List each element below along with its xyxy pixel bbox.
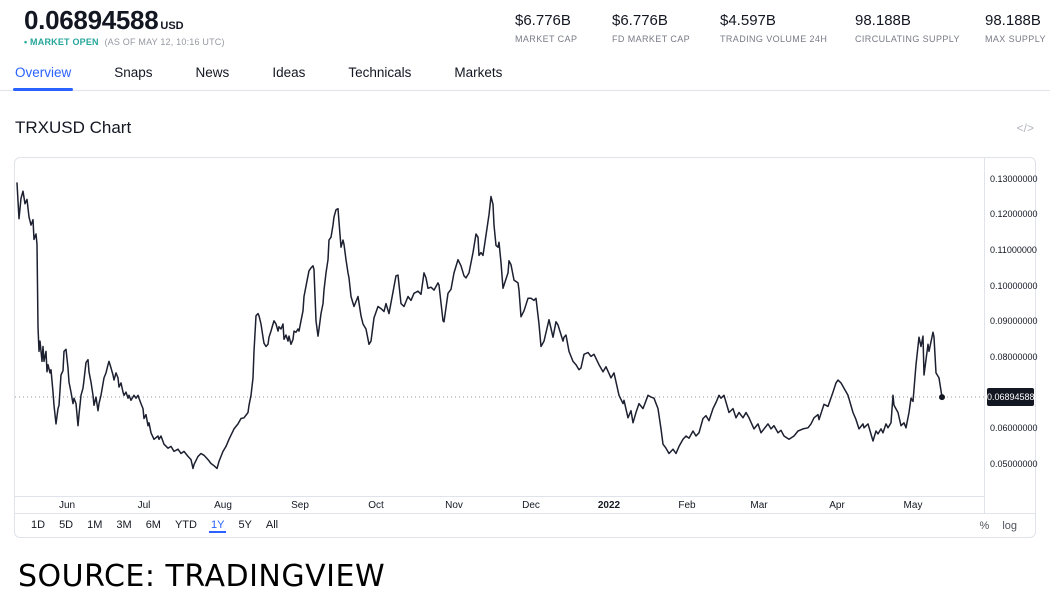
range-button-1m[interactable]: 1M xyxy=(87,519,103,531)
chart-section: TRXUSD Chart </> 0.13000000 0.12000000 0.1… xyxy=(0,115,1050,538)
x-axis-label-jun: Jun xyxy=(58,500,76,511)
y-axis-label: 0.05000000 xyxy=(990,459,1038,470)
stat-value: 98.188B xyxy=(855,12,911,29)
stat-label: MARKET CAP xyxy=(515,34,578,44)
range-button-1d[interactable]: 1D xyxy=(31,519,46,531)
stat-market-cap: $6.776B MARKET CAP xyxy=(515,12,577,44)
price-header: 0.06894588 USD • MARKET OPEN (AS OF MAY … xyxy=(0,0,1050,55)
y-axis-label: 0.11000000 xyxy=(990,244,1037,255)
market-status-line: • MARKET OPEN (AS OF MAY 12, 10:16 UTC) xyxy=(24,37,225,47)
range-button-1y[interactable]: 1Y xyxy=(208,519,227,533)
stats-row: $6.776B MARKET CAP $6.776B FD MARKET CAP $4.… xyxy=(0,12,1050,52)
stat-value: $4.597B xyxy=(720,12,776,29)
chart-toolbar: 1D 5D 1M 3M 6M YTD 1Y 5Y All % log xyxy=(15,513,1035,537)
stat-label: CIRCULATING SUPPLY xyxy=(855,34,960,44)
chart-widget: 0.13000000 0.12000000 0.11000000 0.10000000… xyxy=(14,157,1038,538)
tab-overview[interactable]: Overview xyxy=(12,55,74,91)
current-price: 0.06894588 xyxy=(24,5,159,35)
y-axis-label: 0.10000000 xyxy=(990,280,1038,291)
price-chart-plot[interactable] xyxy=(15,158,984,496)
y-axis-label: 0.06000000 xyxy=(990,423,1038,434)
y-axis-label: 0.12000000 xyxy=(990,209,1038,220)
price-axis-badge: 0.06894588 xyxy=(987,388,1035,406)
last-price-dot xyxy=(939,394,945,401)
x-axis-label-feb: Feb xyxy=(678,500,696,511)
scale-buttons: % log xyxy=(980,520,1025,532)
x-axis-label-oct: Oct xyxy=(368,500,384,511)
time-axis: Jun Jul Aug Sep Oct Nov Dec 2022 Feb Mar Apr May xyxy=(15,496,984,513)
stat-max-supply: 98.188B MAX SUPPLY xyxy=(985,12,1046,44)
tab-technicals[interactable]: Technicals xyxy=(348,65,412,80)
y-axis-label: 0.08000000 xyxy=(990,352,1038,362)
tab-news[interactable]: News xyxy=(195,65,230,80)
scale-button-log[interactable]: log xyxy=(1002,519,1017,532)
tab-markets[interactable]: Markets xyxy=(454,65,503,80)
price-currency: USD xyxy=(160,20,184,32)
x-axis-label-sep: Sep xyxy=(291,500,309,511)
price-block: 0.06894588 USD • MARKET OPEN (AS OF MAY … xyxy=(24,6,225,47)
stat-label: TRADING VOLUME 24H xyxy=(720,34,828,44)
x-axis-label-may: May xyxy=(903,500,923,511)
price-series-line xyxy=(16,182,943,470)
embed-code-icon[interactable]: </> xyxy=(1016,121,1034,135)
tab-ideas[interactable]: Ideas xyxy=(272,65,306,80)
scale-button-[interactable]: % xyxy=(979,519,990,532)
range-button-3m[interactable]: 3M xyxy=(116,519,132,531)
range-button-5d[interactable]: 5D xyxy=(59,519,74,531)
stat-fd-market-cap: $6.776B FD MARKET CAP xyxy=(612,12,690,44)
x-axis-label-mar: Mar xyxy=(750,500,768,511)
x-axis-label-apr: Apr xyxy=(829,500,845,511)
price-line-chart[interactable] xyxy=(15,158,984,496)
chart-title-row: TRXUSD Chart </> xyxy=(0,115,1050,141)
x-axis-label-aug: Aug xyxy=(214,500,232,511)
x-axis-label-dec: Dec xyxy=(522,500,540,511)
stat-value: $6.776B xyxy=(612,12,668,29)
y-axis-label: 0.13000000 xyxy=(990,173,1038,184)
range-button-5y[interactable]: 5Y xyxy=(238,519,252,531)
as-of-timestamp: (AS OF MAY 12, 10:16 UTC) xyxy=(104,37,225,47)
market-open-status: • MARKET OPEN xyxy=(24,37,99,47)
y-axis-label: 0.09000000 xyxy=(990,316,1038,327)
x-axis-label-2022: 2022 xyxy=(597,500,621,511)
range-buttons: 1D 5D 1M 3M 6M YTD 1Y 5Y All xyxy=(29,518,280,533)
range-button-6m[interactable]: 6M xyxy=(145,519,161,531)
stat-value: 98.188B xyxy=(985,12,1041,29)
stat-trading-volume-24h: $4.597B TRADING VOLUME 24H xyxy=(720,12,827,44)
stat-value: $6.776B xyxy=(515,12,571,29)
tab-snaps[interactable]: Snaps xyxy=(114,65,153,80)
range-button-all[interactable]: All xyxy=(265,519,279,531)
chart-title: TRXUSD Chart xyxy=(15,118,132,137)
stat-circulating-supply: 98.188B CIRCULATING SUPPLY xyxy=(855,12,960,44)
price-axis: 0.13000000 0.12000000 0.11000000 0.10000000… xyxy=(984,158,1038,513)
stat-label: FD MARKET CAP xyxy=(612,34,691,44)
range-button-ytd[interactable]: YTD xyxy=(174,519,197,531)
tab-bar: Overview Snaps News Ideas Technicals Markets xyxy=(0,55,1050,91)
stat-label: MAX SUPPLY xyxy=(985,34,1046,44)
source-caption: SOURCE: TRADINGVIEW xyxy=(18,559,386,594)
x-axis-label-jul: Jul xyxy=(137,500,151,511)
x-axis-label-nov: Nov xyxy=(445,500,463,511)
